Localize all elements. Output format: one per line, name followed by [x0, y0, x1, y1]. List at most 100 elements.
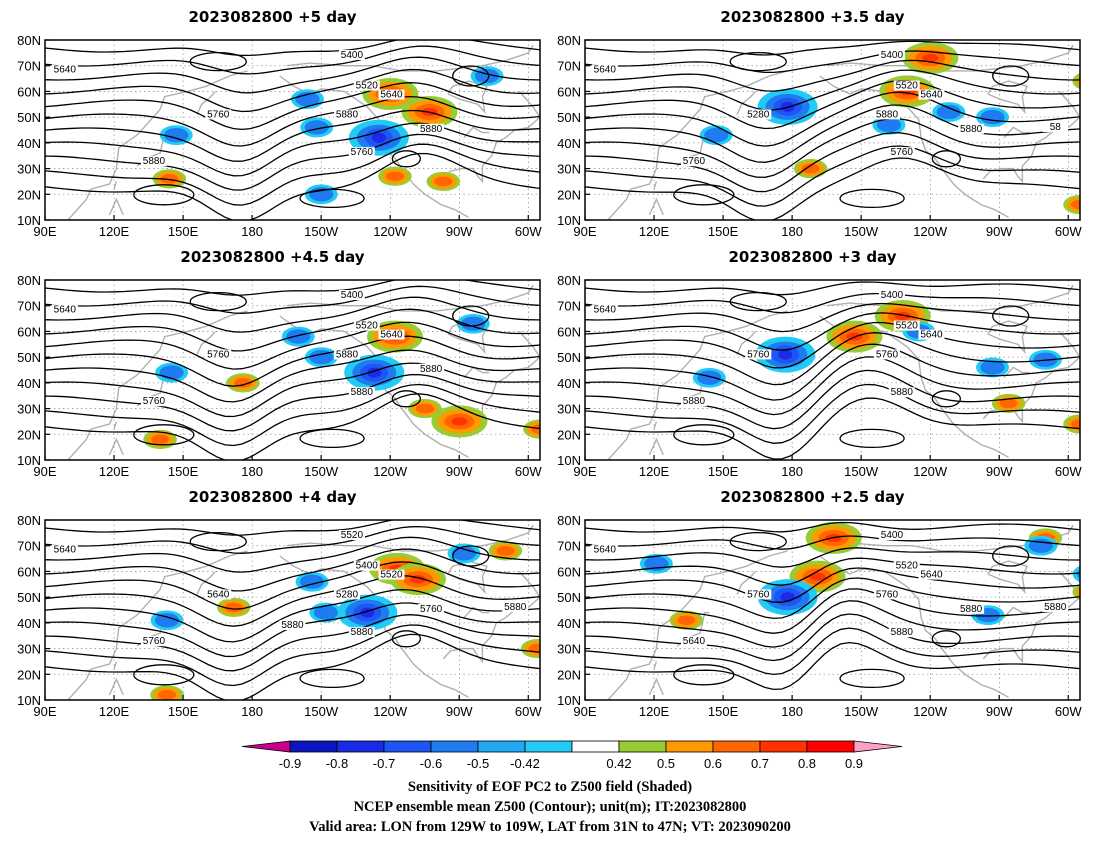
map-frame: [584, 39, 1081, 221]
lon-tick-label: 150E: [708, 464, 739, 479]
colorbar-swatch: [806, 740, 855, 753]
map-frame: [44, 39, 541, 221]
map-frame: [44, 519, 541, 701]
lon-tick-label: 150E: [708, 704, 739, 719]
lat-tick-label: 10N: [557, 213, 581, 228]
lat-tick-label: 60N: [557, 324, 581, 339]
contour-label: 5880: [336, 349, 359, 360]
lon-tick-label: 120E: [639, 224, 670, 239]
colorbar-swatch: [383, 740, 432, 753]
contour-label: 5640: [54, 304, 77, 315]
panel-title: 2023082800 +5 day: [189, 8, 357, 26]
colorbar-swatch: [336, 740, 385, 753]
lat-tick-label: 40N: [17, 376, 41, 391]
lat-tick-label: 80N: [17, 33, 41, 48]
colorbar-label: -0.5: [467, 756, 489, 771]
contour-label: 5880: [336, 109, 359, 120]
colorbar-label: 0.6: [704, 756, 722, 771]
contour-label: 5880: [876, 109, 899, 120]
lon-tick-label: 150W: [304, 464, 339, 479]
panel-title: 2023082800 +4 day: [189, 488, 357, 506]
lon-tick-label: 60W: [1055, 704, 1082, 719]
colorbar-swatch: [477, 740, 526, 753]
lon-tick-label: 90W: [446, 464, 473, 479]
lon-tick-label: 90W: [446, 224, 473, 239]
lon-tick-label: 90W: [986, 704, 1013, 719]
lon-tick-label: 60W: [515, 464, 542, 479]
contour-label: 5280: [336, 589, 359, 600]
lat-tick-label: 80N: [17, 273, 41, 288]
contour-label: 5760: [143, 636, 166, 647]
contour-label: 5280: [747, 109, 770, 120]
lat-tick-label: 30N: [17, 402, 41, 417]
contour-label: 5640: [683, 636, 706, 647]
lon-tick-label: 90E: [33, 464, 56, 479]
panels-layer: 2023082800 +5 day 5400 5520 5640 5640 5760 588…: [17, 8, 1082, 719]
contour-label: 5400: [881, 290, 904, 301]
colorbar-label: 0.5: [657, 756, 675, 771]
contour-label: 5520: [380, 570, 403, 581]
contour-label: 5520: [341, 530, 364, 541]
lat-tick-label: 10N: [17, 453, 41, 468]
panel-title: 2023082800 +3.5 day: [720, 8, 904, 26]
lon-tick-label: 90E: [573, 464, 596, 479]
lat-tick-label: 30N: [17, 162, 41, 177]
contour-label: 5880: [420, 364, 443, 375]
lon-tick-label: 60W: [1055, 464, 1082, 479]
contour-label: 5760: [747, 349, 770, 360]
lon-tick-label: 150E: [168, 704, 199, 719]
lat-tick-label: 40N: [17, 136, 41, 151]
lat-tick-label: 10N: [17, 693, 41, 708]
contour-label: 5640: [920, 570, 943, 581]
lat-tick-label: 60N: [557, 84, 581, 99]
contour-label: 5640: [594, 304, 617, 315]
lon-tick-label: 120W: [373, 464, 408, 479]
colorbar-label: -0.7: [373, 756, 395, 771]
lon-tick-label: 120W: [913, 704, 948, 719]
lat-tick-label: 30N: [557, 162, 581, 177]
contour-label: 5880: [143, 156, 166, 167]
contour-label: 5760: [876, 349, 899, 360]
lon-tick-label: 60W: [515, 704, 542, 719]
colorbar-swatch: [759, 740, 808, 753]
contour-label: 5880: [1044, 602, 1067, 613]
lat-tick-label: 40N: [557, 136, 581, 151]
contour-label: 5760: [891, 147, 914, 158]
lon-tick-label: 120E: [99, 704, 130, 719]
lat-tick-label: 30N: [17, 642, 41, 657]
colorbar-swatch: [524, 740, 573, 753]
lon-tick-label: 90E: [33, 224, 56, 239]
colorbar-swatch: [289, 740, 338, 753]
contour-label: 5640: [207, 589, 230, 600]
lon-tick-label: 120W: [373, 224, 408, 239]
contour-label: 5640: [920, 330, 943, 341]
lat-tick-label: 30N: [557, 402, 581, 417]
lat-tick-label: 20N: [557, 667, 581, 682]
lon-tick-label: 150E: [708, 224, 739, 239]
lat-tick-label: 60N: [17, 564, 41, 579]
lat-tick-label: 70N: [17, 539, 41, 554]
contour-label: 5880: [891, 627, 914, 638]
contour-label: 5760: [207, 349, 230, 360]
lon-tick-label: 90W: [986, 224, 1013, 239]
lat-tick-label: 50N: [557, 350, 581, 365]
panel-title: 2023082800 +4.5 day: [180, 248, 364, 266]
contour-label: 5520: [896, 81, 919, 92]
lat-tick-label: 60N: [17, 324, 41, 339]
lon-tick-label: 60W: [515, 224, 542, 239]
colorbar-swatch: [618, 740, 667, 753]
lon-tick-label: 150W: [304, 224, 339, 239]
lon-tick-label: 90W: [986, 464, 1013, 479]
lat-tick-label: 40N: [557, 616, 581, 631]
contour-label: 5880: [504, 602, 527, 613]
lon-tick-label: 90E: [573, 704, 596, 719]
panel-title: 2023082800 +3 day: [729, 248, 897, 266]
